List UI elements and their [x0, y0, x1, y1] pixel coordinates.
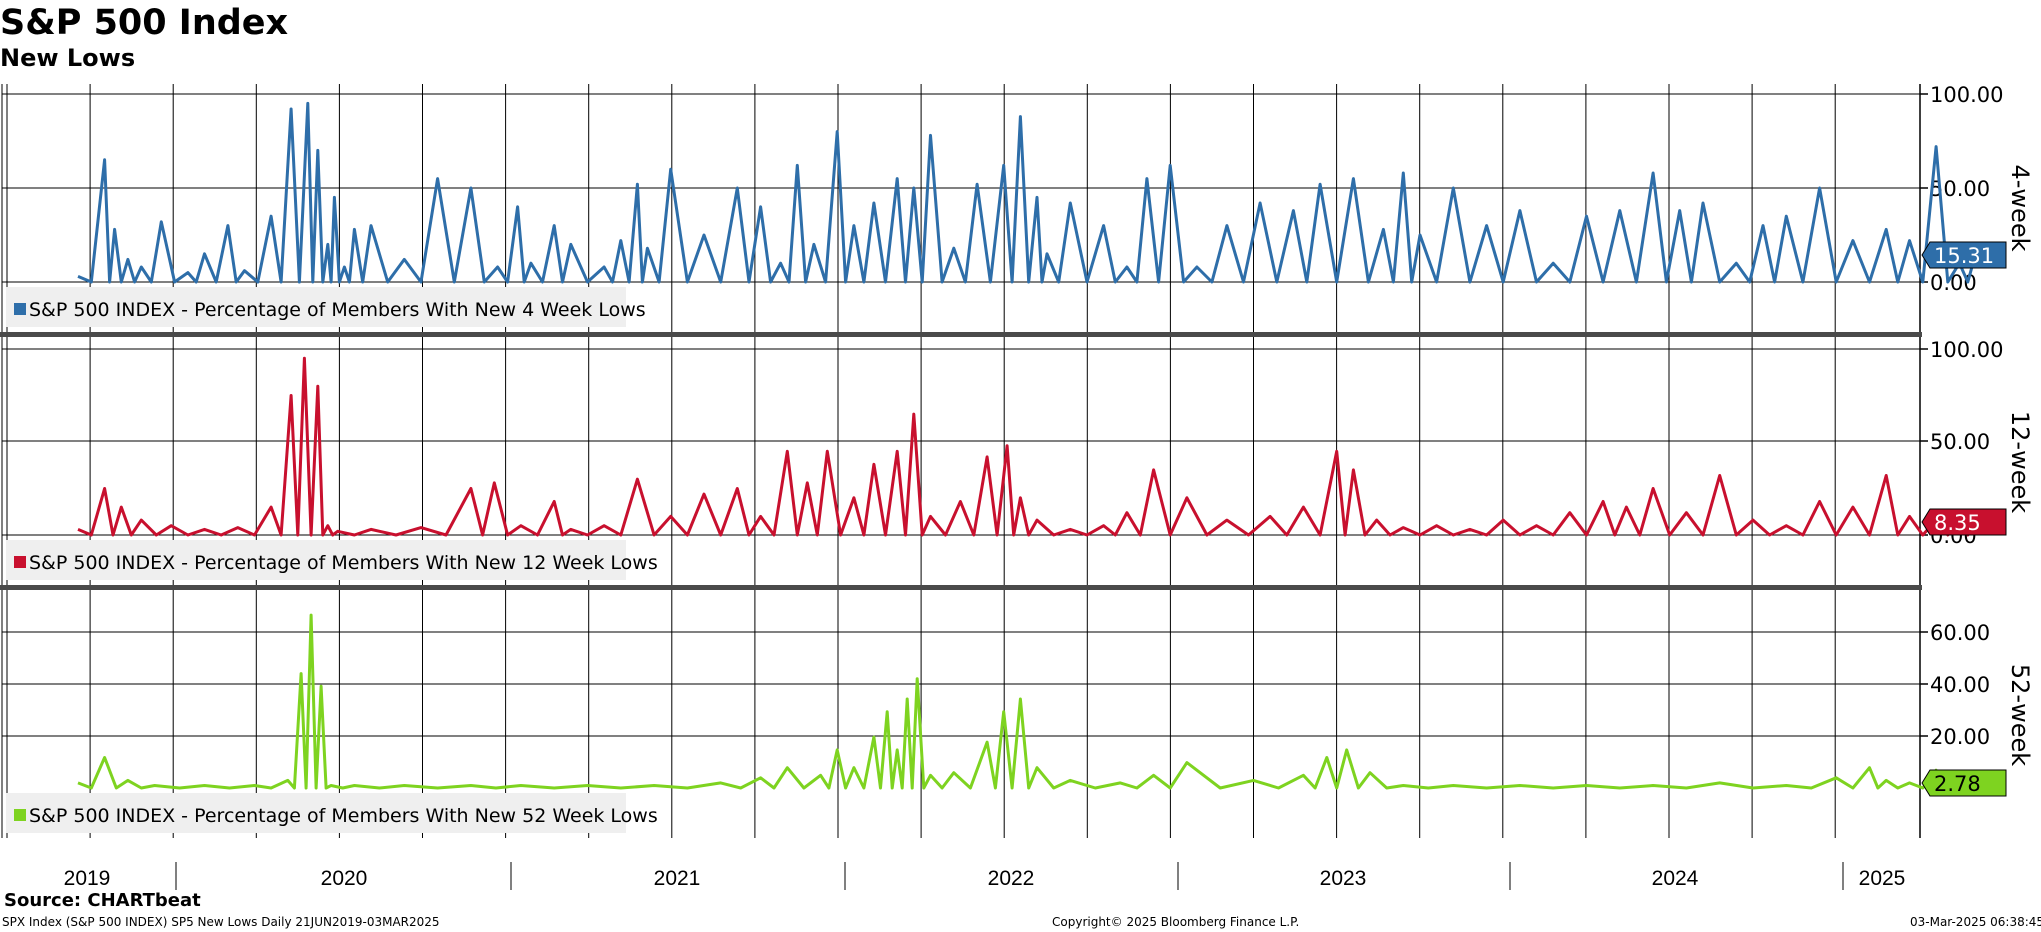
x-axis-year-label: 2019: [64, 867, 111, 890]
footer-copyright: Copyright© 2025 Bloomberg Finance L.P.: [1052, 915, 1300, 929]
legend-box: [6, 793, 626, 833]
legend-swatch: [14, 303, 26, 315]
chart-subtitle: New Lows: [0, 44, 136, 72]
last-value-tag: [1921, 508, 2007, 536]
legend-label: S&P 500 INDEX - Percentage of Members Wi…: [29, 805, 658, 827]
legend-label: S&P 500 INDEX - Percentage of Members Wi…: [29, 552, 658, 574]
panel-separator: [0, 585, 1922, 590]
footer-timestamp: 03-Mar-2025 06:38:45: [1910, 915, 2041, 929]
source-label: Source: CHARTbeat: [4, 890, 201, 911]
series-line-12-week: [77, 356, 1978, 537]
y-tick-label: 100.00: [1930, 338, 2003, 362]
panel-axis-label: 4-week: [2006, 165, 2034, 252]
y-tick-label: 20.00: [1930, 725, 1990, 749]
last-value-tag: [1921, 769, 2007, 797]
panel-separator: [0, 332, 1922, 337]
chart-title: S&P 500 Index: [0, 3, 289, 43]
x-axis-year-label: 2022: [988, 867, 1035, 890]
legend-box: [6, 287, 626, 327]
x-axis-year-label: 2020: [321, 867, 368, 890]
y-tick-label: 60.00: [1930, 621, 1990, 645]
y-tick-label: 100.00: [1930, 83, 2003, 107]
x-axis-year-label: 2025: [1859, 867, 1906, 890]
last-value-label: 15.31: [1934, 244, 1994, 268]
legend-swatch: [14, 809, 26, 821]
y-tick-label: 50.00: [1930, 430, 1990, 454]
y-tick-label: 40.00: [1930, 673, 1990, 697]
legend-box: [6, 540, 626, 580]
x-axis-year-label: 2024: [1652, 867, 1699, 890]
x-axis-year-label: 2021: [654, 867, 701, 890]
last-value-tag: [1921, 241, 2007, 269]
last-value-label: 8.35: [1934, 511, 1981, 535]
x-axis-year-label: 2023: [1320, 867, 1367, 890]
last-value-label: 2.78: [1934, 772, 1981, 796]
panel-axis-label: 12-week: [2006, 411, 2034, 513]
series-line-52-week: [77, 613, 1978, 790]
chart-panel-52-week: 60.00 40.00 20.00 2.78 52-week S&P 500 INDEX …: [1, 589, 2034, 838]
panel-axis-label: 52-week: [2006, 664, 2034, 766]
footer-ticker: SPX Index (S&P 500 INDEX) SP5 New Lows D…: [2, 915, 440, 929]
legend-label: S&P 500 INDEX - Percentage of Members Wi…: [29, 299, 646, 321]
legend-swatch: [14, 556, 26, 568]
series-line-4-week: [77, 101, 1978, 284]
